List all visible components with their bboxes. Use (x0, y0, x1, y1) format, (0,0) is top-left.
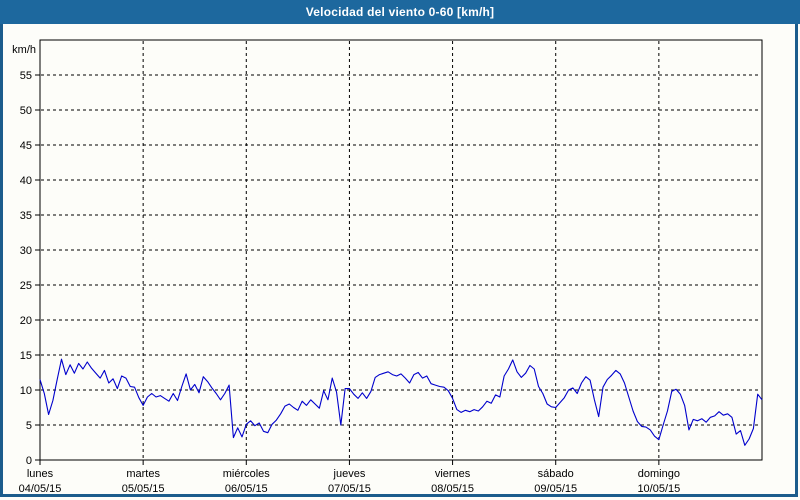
wind-speed-line (39, 358, 763, 446)
x-day-label: domingo (638, 468, 680, 480)
chart-title: Velocidad del viento 0-60 [km/h] (305, 5, 495, 19)
y-tick-label: 40 (20, 175, 32, 187)
x-date-label: 06/05/15 (225, 483, 268, 495)
window-border-frame (0, 24, 798, 497)
y-tick-label: 45 (20, 140, 32, 152)
x-date-label: 08/05/15 (431, 483, 474, 495)
y-tick-label: 35 (20, 210, 32, 222)
y-tick-label: 30 (20, 245, 32, 257)
x-day-label: viernes (435, 468, 471, 480)
y-tick-label: 10 (20, 385, 32, 397)
x-day-label: miércoles (223, 468, 271, 480)
y-axis-unit-label: km/h (12, 44, 36, 56)
x-day-label: lunes (27, 468, 54, 480)
y-tick-label: 20 (20, 315, 32, 327)
x-day-label: sábado (538, 468, 574, 480)
y-tick-label: 55 (20, 70, 32, 82)
y-tick-label: 25 (20, 280, 32, 292)
window-titlebar: Velocidad del viento 0-60 [km/h] (0, 0, 800, 24)
x-date-label: 10/05/15 (637, 483, 680, 495)
y-tick-label: 15 (20, 350, 32, 362)
x-date-label: 09/05/15 (534, 483, 577, 495)
x-day-label: jueves (333, 468, 366, 480)
x-date-label: 07/05/15 (328, 483, 371, 495)
x-date-label: 04/05/15 (19, 483, 62, 495)
x-day-label: martes (126, 468, 160, 480)
y-tick-label: 50 (20, 105, 32, 117)
x-date-label: 05/05/15 (122, 483, 165, 495)
y-tick-label: 0 (26, 455, 32, 467)
y-tick-label: 5 (26, 420, 32, 432)
